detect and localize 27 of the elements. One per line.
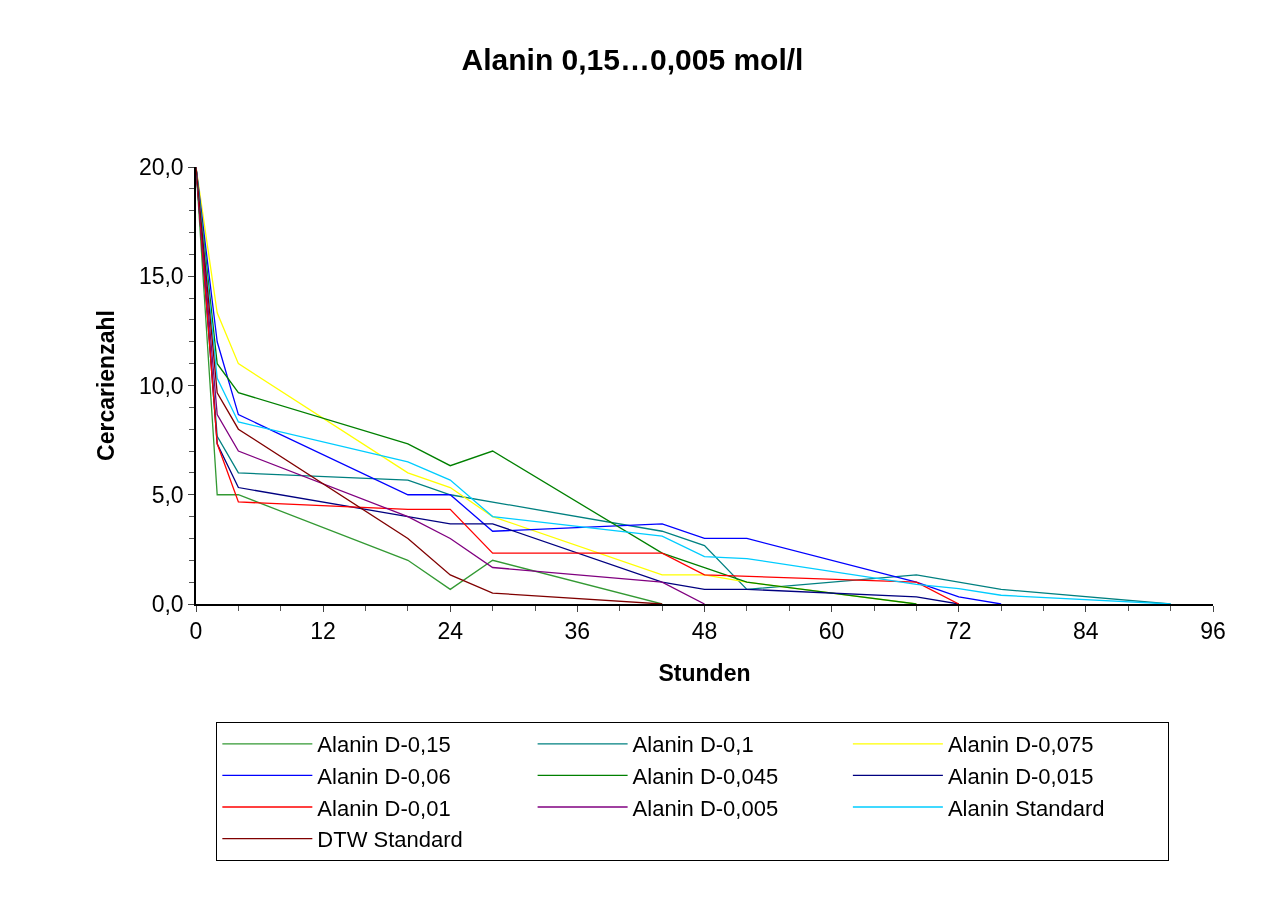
x-tick-label: 36: [564, 618, 591, 645]
y-tick-label: 15,0: [138, 263, 184, 290]
x-tick-label: 24: [437, 618, 464, 645]
x-tick-label: 60: [818, 618, 845, 645]
legend-label: Alanin D-0,015: [947, 763, 1094, 789]
legend-label: Alanin D-0,005: [632, 795, 779, 821]
legend-label: Alanin D-0,06: [317, 763, 451, 789]
x-tick-label: 0: [189, 618, 203, 645]
y-tick-label: 5,0: [151, 481, 184, 508]
y-tick-label: 10,0: [138, 372, 184, 399]
legend-label: Alanin D-0,075: [947, 732, 1094, 758]
chart-title: Alanin 0,15…0,005 mol/l: [461, 43, 804, 77]
x-tick-label: 72: [945, 618, 972, 645]
x-axis-title: Stunden: [658, 660, 751, 687]
legend-label: Alanin D-0,01: [317, 795, 451, 821]
x-tick-label: 48: [691, 618, 718, 645]
x-tick-label: 96: [1200, 618, 1226, 645]
y-axis-title: Cercarienzahl: [92, 310, 119, 461]
x-tick-label: 84: [1073, 618, 1099, 645]
legend-label: DTW Standard: [317, 827, 463, 853]
y-tick-label: 20,0: [138, 154, 184, 181]
legend-label: Alanin D-0,15: [317, 732, 451, 758]
legend-label: Alanin D-0,045: [632, 763, 779, 789]
y-tick-label: 0,0: [151, 591, 184, 618]
legend-label: Alanin Standard: [947, 795, 1105, 821]
x-tick-label: 12: [310, 618, 336, 645]
legend-label: Alanin D-0,1: [632, 732, 754, 758]
